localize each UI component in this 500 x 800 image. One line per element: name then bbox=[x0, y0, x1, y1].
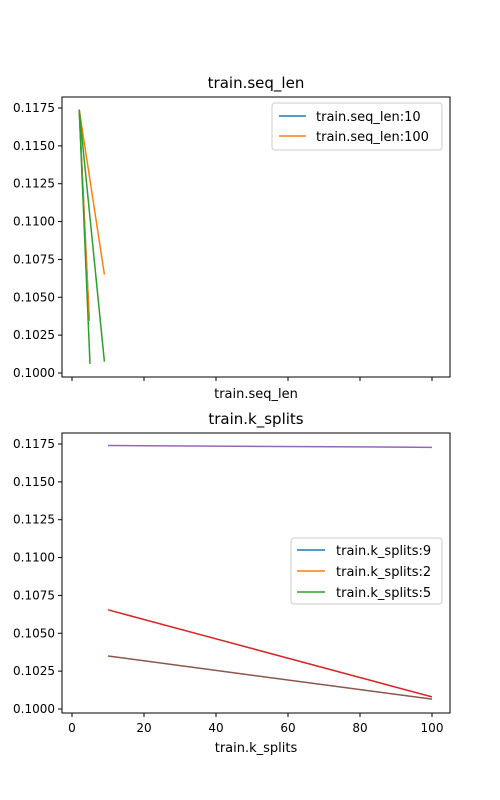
bottom-series-line-1 bbox=[107, 444, 433, 449]
top-y-tick-label: 0.1075 bbox=[13, 252, 55, 266]
top-series-line-4 bbox=[78, 109, 91, 364]
bottom-series-line-2 bbox=[107, 609, 433, 698]
bottom-y-tick-label: 0.1025 bbox=[13, 664, 55, 678]
bottom-y-tick-label: 0.1125 bbox=[13, 513, 55, 527]
top-y-tick-label: 0.1125 bbox=[13, 177, 55, 191]
bottom-x-tick-label: 40 bbox=[208, 721, 223, 735]
top-y-tick-label: 0.1100 bbox=[13, 215, 55, 229]
bottom-chart-title: train.k_splits bbox=[208, 410, 303, 429]
bottom-chart-legend: train.k_splits:9 train.k_splits:2 train.… bbox=[290, 537, 443, 605]
bottom-series-line-3 bbox=[107, 655, 433, 700]
top-y-tick-label: 0.1025 bbox=[13, 328, 55, 342]
top-chart-axes-frame bbox=[61, 96, 451, 378]
bottom-chart-xlabel: train.k_splits bbox=[215, 741, 298, 756]
bottom-chart-lines bbox=[107, 444, 433, 700]
top-chart-title: train.seq_len bbox=[208, 74, 305, 93]
bottom-legend-box bbox=[290, 537, 443, 605]
top-chart-x-ticks bbox=[71, 377, 433, 381]
top-chart-xlabel: train.seq_len bbox=[214, 387, 298, 402]
bottom-y-tick-label: 0.1150 bbox=[13, 475, 55, 489]
bottom-chart: train.k_splits 0.10000.10250.10500.10750… bbox=[13, 410, 451, 756]
top-chart-y-ticks: 0.1000 0.1025 0.1050 0.1075 0.1100 0.1125 0.11… bbox=[13, 101, 62, 380]
top-legend-box bbox=[271, 102, 443, 151]
bottom-chart-axes-frame bbox=[61, 432, 451, 714]
bottom-y-tick-label: 0.1075 bbox=[13, 588, 55, 602]
top-chart: train.seq_len 0.10000.10250.10500.10750.… bbox=[13, 74, 451, 402]
bottom-legend-label-1: train.k_splits:9 bbox=[336, 544, 431, 559]
top-legend-label-2: train.seq_len:100 bbox=[316, 130, 429, 145]
bottom-legend-label-2: train.k_splits:2 bbox=[336, 565, 431, 580]
bottom-y-tick-label: 0.1000 bbox=[13, 702, 55, 716]
bottom-chart-y-ticks: 0.1000 0.1025 0.1050 0.1075 0.1100 0.1125 0.11… bbox=[13, 437, 62, 716]
bottom-x-tick-label: 80 bbox=[352, 721, 367, 735]
bottom-y-tick-label: 0.1100 bbox=[13, 551, 55, 565]
top-series-line-3 bbox=[78, 109, 106, 275]
bottom-x-tick-label: 60 bbox=[280, 721, 295, 735]
bottom-legend-label-3: train.k_splits:5 bbox=[336, 586, 431, 601]
top-series-line-5 bbox=[78, 109, 106, 362]
bottom-y-tick-label: 0.1175 bbox=[13, 437, 55, 451]
bottom-chart-x-ticks: 0 20 40 60 80 100 bbox=[68, 713, 443, 735]
top-y-tick-label: 0.1050 bbox=[13, 290, 55, 304]
top-chart-lines bbox=[78, 109, 106, 364]
top-y-tick-label: 0.1000 bbox=[13, 366, 55, 380]
top-legend-label-1: train.seq_len:10 bbox=[316, 110, 421, 125]
top-y-tick-label: 0.1175 bbox=[13, 101, 55, 115]
bottom-x-tick-label: 0 bbox=[68, 721, 76, 735]
bottom-y-tick-label: 0.1050 bbox=[13, 626, 55, 640]
top-chart-legend: train.seq_len:10 train.seq_len:100 bbox=[271, 102, 443, 151]
bottom-x-tick-label: 100 bbox=[421, 721, 444, 735]
top-y-tick-label: 0.1150 bbox=[13, 139, 55, 153]
bottom-x-tick-label: 20 bbox=[136, 721, 151, 735]
